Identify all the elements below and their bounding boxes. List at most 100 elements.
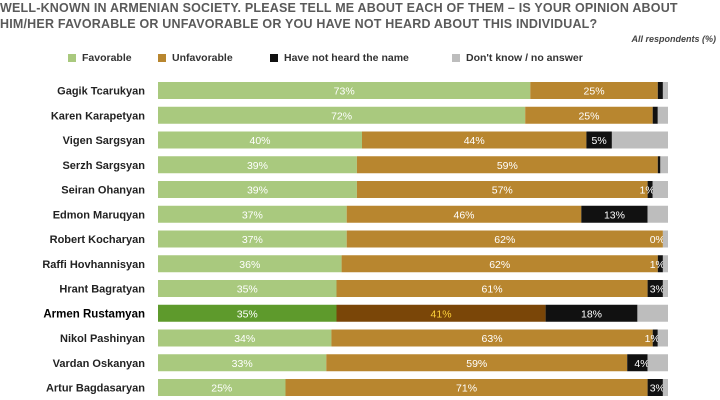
category-label-artur-bagdasaryan: Artur Bagdasaryan bbox=[46, 383, 145, 395]
bar-karen-karapetyan-series-4 bbox=[657, 106, 668, 124]
bar-robert-kocharyan-series-1 bbox=[158, 230, 347, 248]
bar-vardan-oskanyan-series-1 bbox=[158, 354, 327, 372]
value-label-edmon-maruqyan-series-3: 13% bbox=[604, 209, 625, 221]
bar-seiran-ohanyan-series-2 bbox=[356, 181, 648, 198]
bar-nikol-pashinyan-series-1 bbox=[158, 329, 332, 347]
title-line-2: HIM/HER FAVORABLE OR UNFAVORABLE OR YOU … bbox=[0, 17, 598, 31]
value-label-raffi-hovhannisyan-series-2: 62% bbox=[489, 259, 510, 271]
value-label-nikol-pashinyan-series-2: 63% bbox=[482, 333, 503, 345]
bar-artur-bagdasaryan-series-3 bbox=[647, 379, 663, 396]
category-label-nikol-pashinyan: Nikol Pashinyan bbox=[60, 333, 145, 345]
bar-hrant-bagratyan-series-2 bbox=[336, 280, 648, 297]
bar-raffi-hovhannisyan-series-3 bbox=[657, 255, 663, 273]
respondents-note: All respondents (%) bbox=[631, 34, 716, 44]
bar-artur-bagdasaryan-series-1 bbox=[158, 379, 286, 396]
category-label-gagik-tcarukyan: Gagik Tcarukyan bbox=[57, 86, 145, 98]
value-label-robert-kocharyan-series-2: 62% bbox=[494, 234, 515, 246]
bar-karen-karapetyan-series-3 bbox=[652, 106, 658, 124]
value-label-karen-karapetyan-series-1: 72% bbox=[331, 110, 352, 122]
bar-gagik-tcarukyan-series-4 bbox=[662, 82, 668, 99]
legend-item-dont-know: Don't know / no answer bbox=[452, 52, 583, 64]
value-label-armen-rustamyan-series-2: 41% bbox=[431, 308, 452, 320]
value-label-vigen-sargsyan-series-3: 5% bbox=[592, 135, 607, 147]
bar-hrant-bagratyan-series-3 bbox=[647, 280, 663, 297]
legend-label-dont-know: Don't know / no answer bbox=[466, 52, 583, 64]
bar-edmon-maruqyan-series-2 bbox=[346, 205, 582, 223]
legend-label-favorable: Favorable bbox=[82, 52, 132, 64]
category-label-hrant-bagratyan: Hrant Bagratyan bbox=[59, 284, 145, 296]
value-label-karen-karapetyan-series-2: 25% bbox=[578, 110, 599, 122]
bar-vardan-oskanyan-series-4 bbox=[647, 354, 668, 372]
bar-karen-karapetyan-series-1 bbox=[158, 106, 526, 124]
bar-seiran-ohanyan-series-4 bbox=[652, 181, 668, 198]
bar-gagik-tcarukyan-series-3 bbox=[657, 82, 663, 99]
value-label-raffi-hovhannisyan-series-3: 1% bbox=[650, 259, 665, 271]
legend-swatch-favorable bbox=[68, 54, 76, 62]
legend-item-favorable: Favorable bbox=[68, 52, 132, 64]
bar-gagik-tcarukyan-series-2 bbox=[530, 82, 658, 99]
category-label-seiran-ohanyan: Seiran Ohanyan bbox=[61, 185, 145, 197]
bar-serzh-sargsyan-series-3 bbox=[657, 156, 661, 174]
chart-title: WELL-KNOWN IN ARMENIAN SOCIETY. PLEASE T… bbox=[0, 0, 716, 32]
value-label-nikol-pashinyan-series-3: 1% bbox=[645, 333, 660, 345]
value-label-gagik-tcarukyan-series-2: 25% bbox=[584, 86, 605, 98]
bar-raffi-hovhannisyan-series-1 bbox=[158, 255, 342, 273]
bar-karen-karapetyan-series-2 bbox=[525, 106, 653, 124]
bar-vigen-sargsyan-series-1 bbox=[158, 131, 362, 149]
bar-vigen-sargsyan-series-4 bbox=[611, 131, 668, 149]
value-label-seiran-ohanyan-series-3: 1% bbox=[640, 185, 655, 197]
value-label-armen-rustamyan-series-3: 18% bbox=[581, 308, 602, 320]
value-label-hrant-bagratyan-series-1: 35% bbox=[237, 284, 258, 296]
bar-vardan-oskanyan-series-3 bbox=[627, 354, 648, 372]
bar-armen-rustamyan-series-1 bbox=[158, 304, 337, 322]
value-label-robert-kocharyan-series-1: 37% bbox=[242, 234, 263, 246]
bar-serzh-sargsyan-series-1 bbox=[158, 156, 357, 174]
bar-robert-kocharyan-series-2 bbox=[346, 230, 663, 248]
bar-armen-rustamyan-series-4 bbox=[637, 304, 668, 322]
value-label-serzh-sargsyan-series-2: 59% bbox=[497, 160, 518, 172]
bar-seiran-ohanyan-series-1 bbox=[158, 181, 357, 198]
legend-label-unfavorable: Unfavorable bbox=[172, 52, 233, 64]
legend-item-unfavorable: Unfavorable bbox=[158, 52, 233, 64]
bar-hrant-bagratyan-series-4 bbox=[662, 280, 668, 297]
bar-armen-rustamyan-series-3 bbox=[545, 304, 638, 322]
bar-nikol-pashinyan-series-4 bbox=[657, 329, 668, 347]
title-line-1: WELL-KNOWN IN ARMENIAN SOCIETY. PLEASE T… bbox=[0, 1, 678, 15]
category-label-armen-rustamyan: Armen Rustamyan bbox=[43, 308, 145, 320]
legend-label-not-heard: Have not heard the name bbox=[284, 52, 409, 64]
bar-edmon-maruqyan-series-3 bbox=[581, 205, 648, 223]
value-label-armen-rustamyan-series-1: 35% bbox=[237, 308, 258, 320]
value-label-edmon-maruqyan-series-1: 37% bbox=[242, 209, 263, 221]
value-label-vigen-sargsyan-series-2: 44% bbox=[464, 135, 485, 147]
value-label-vardan-oskanyan-series-3: 4% bbox=[634, 358, 649, 370]
bar-artur-bagdasaryan-series-2 bbox=[285, 379, 648, 396]
legend-swatch-not-heard bbox=[270, 54, 278, 62]
category-label-serzh-sargsyan: Serzh Sargsyan bbox=[62, 160, 145, 172]
value-label-artur-bagdasaryan-series-1: 25% bbox=[211, 383, 232, 395]
value-label-raffi-hovhannisyan-series-1: 36% bbox=[239, 259, 260, 271]
bar-artur-bagdasaryan-series-4 bbox=[662, 379, 668, 396]
value-label-artur-bagdasaryan-series-3: 3% bbox=[650, 383, 665, 395]
bar-nikol-pashinyan-series-2 bbox=[331, 329, 653, 347]
value-label-nikol-pashinyan-series-1: 34% bbox=[234, 333, 255, 345]
bar-vardan-oskanyan-series-2 bbox=[326, 354, 628, 372]
bar-serzh-sargsyan-series-2 bbox=[356, 156, 658, 174]
bar-hrant-bagratyan-series-1 bbox=[158, 280, 337, 297]
value-label-artur-bagdasaryan-series-2: 71% bbox=[456, 383, 477, 395]
value-label-vardan-oskanyan-series-1: 33% bbox=[232, 358, 253, 370]
bar-robert-kocharyan-series-4 bbox=[662, 230, 668, 248]
category-label-vigen-sargsyan: Vigen Sargsyan bbox=[63, 135, 146, 147]
bar-serzh-sargsyan-series-4 bbox=[660, 156, 668, 174]
bar-nikol-pashinyan-series-3 bbox=[652, 329, 658, 347]
value-label-seiran-ohanyan-series-1: 39% bbox=[247, 185, 268, 197]
value-label-vardan-oskanyan-series-2: 59% bbox=[466, 358, 487, 370]
category-label-edmon-maruqyan: Edmon Maruqyan bbox=[53, 209, 146, 221]
legend-item-not-heard: Have not heard the name bbox=[270, 52, 409, 64]
category-label-raffi-hovhannisyan: Raffi Hovhannisyan bbox=[42, 259, 145, 271]
bar-raffi-hovhannisyan-series-4 bbox=[662, 255, 668, 273]
bar-vigen-sargsyan-series-2 bbox=[362, 131, 587, 149]
bar-edmon-maruqyan-series-4 bbox=[647, 205, 668, 223]
bar-gagik-tcarukyan-series-1 bbox=[158, 82, 531, 99]
value-label-vigen-sargsyan-series-1: 40% bbox=[249, 135, 270, 147]
